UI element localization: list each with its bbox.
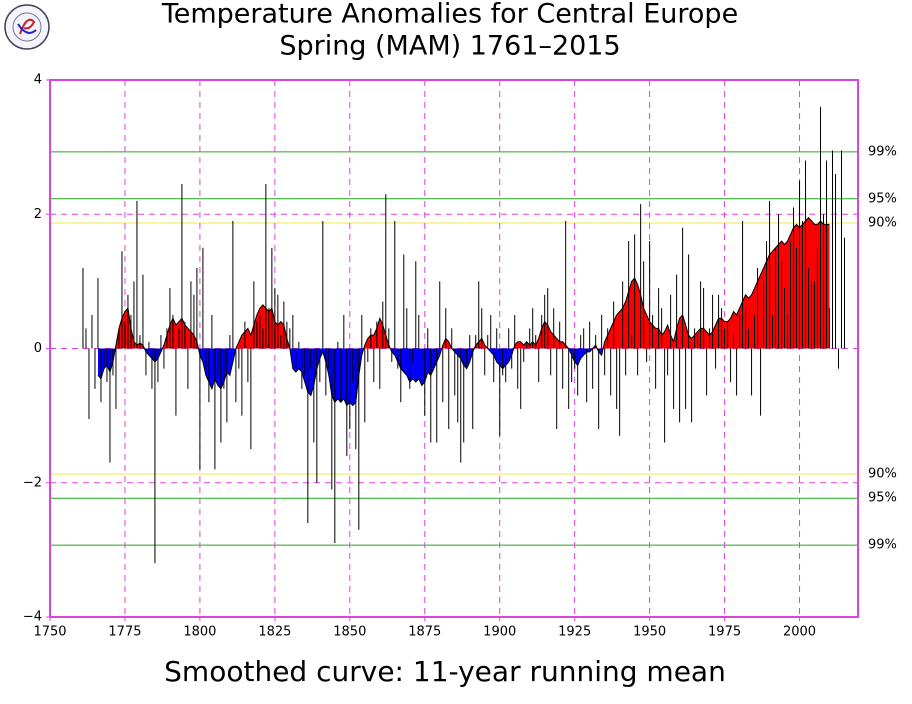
plot-frame bbox=[49, 79, 859, 618]
x-tick-label: 1975 bbox=[708, 625, 741, 640]
chart-title: Temperature Anomalies for Central Europe bbox=[161, 0, 738, 30]
x-tick-label: 1850 bbox=[333, 625, 366, 640]
reference-label: 90% bbox=[868, 467, 897, 482]
y-tick-label: −4 bbox=[23, 610, 42, 625]
x-tick-label: 1900 bbox=[483, 625, 516, 640]
y-tick-label: 2 bbox=[34, 207, 42, 222]
logo bbox=[4, 4, 50, 50]
reference-label: 99% bbox=[868, 538, 897, 553]
x-tick-label: 1925 bbox=[558, 625, 591, 640]
x-tick-label: 1875 bbox=[408, 625, 441, 640]
caption: Smoothed curve: 11-year running mean bbox=[164, 655, 726, 688]
x-tick-label: 1800 bbox=[183, 625, 216, 640]
reference-label: 95% bbox=[868, 191, 897, 206]
chart-subtitle: Spring (MAM) 1761–2015 bbox=[279, 31, 620, 62]
logo-mark bbox=[17, 23, 37, 34]
y-tick-label: 4 bbox=[34, 73, 42, 88]
reference-label: 95% bbox=[868, 491, 897, 506]
x-tick-label: 1950 bbox=[633, 625, 666, 640]
reference-label: 99% bbox=[868, 144, 897, 159]
logo-circle bbox=[4, 4, 50, 50]
y-tick-label: −2 bbox=[23, 475, 42, 490]
x-tick-label: 1750 bbox=[33, 625, 66, 640]
y-tick-label: 0 bbox=[34, 341, 42, 356]
reference-label: 90% bbox=[868, 215, 897, 230]
x-tick-label: 1825 bbox=[258, 625, 291, 640]
x-tick-label: 1775 bbox=[108, 625, 141, 640]
logo-ring bbox=[12, 12, 42, 42]
logo-mark bbox=[19, 18, 36, 35]
x-tick-label: 2000 bbox=[783, 625, 816, 640]
